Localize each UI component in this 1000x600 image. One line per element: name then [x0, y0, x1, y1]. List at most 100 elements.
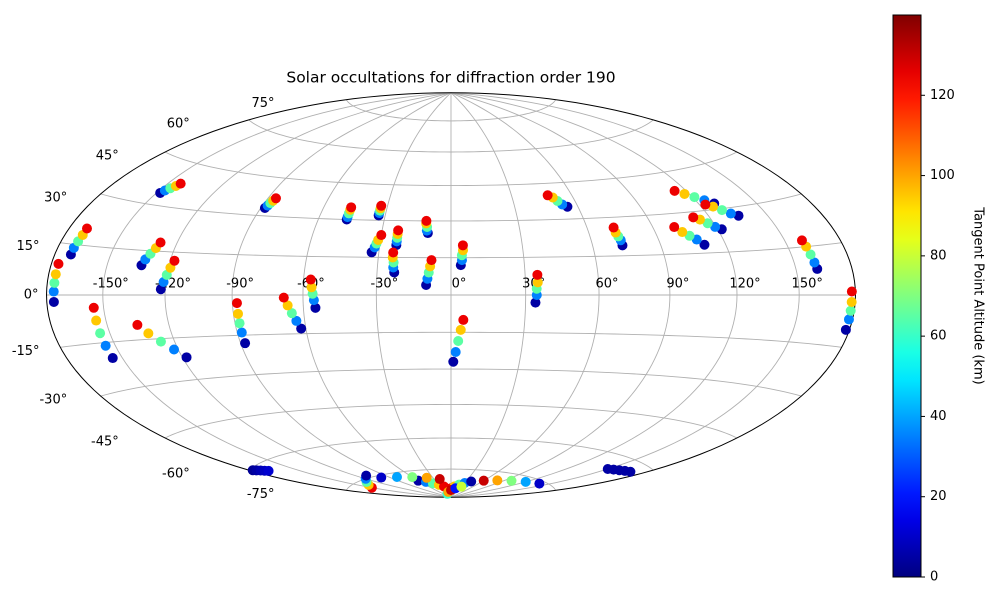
- point: [542, 190, 553, 201]
- point: [291, 315, 302, 326]
- grid-line: [164, 151, 738, 187]
- point: [95, 328, 106, 339]
- point: [450, 347, 461, 358]
- point: [669, 222, 680, 233]
- point: [376, 230, 387, 241]
- colorbar-tick-label: 120: [930, 88, 955, 103]
- point: [532, 277, 543, 288]
- point: [448, 356, 459, 367]
- point: [306, 282, 317, 293]
- y-tick-label: -30°: [39, 393, 67, 408]
- point: [458, 314, 469, 325]
- x-tick-label: -90°: [226, 277, 254, 292]
- x-tick-label: 120°: [729, 277, 760, 292]
- colorbar-axis: 0 20 40 60 80 100 120: [921, 88, 955, 585]
- point: [434, 474, 445, 485]
- grid-line: [345, 99, 557, 122]
- point: [688, 212, 699, 223]
- grid-line: [164, 403, 738, 439]
- colorbar-tick-label: 80: [930, 248, 947, 263]
- point: [346, 202, 357, 213]
- point: [421, 215, 432, 226]
- point: [492, 475, 503, 486]
- x-tick-label: -30°: [370, 277, 398, 292]
- point: [305, 274, 316, 285]
- point: [388, 247, 399, 258]
- point: [393, 225, 404, 236]
- point: [263, 465, 274, 476]
- colorbar-tick-label: 40: [930, 409, 947, 424]
- tick-labels: -150°-120°-90°-60°-30°0°30°60°90°120°150…: [12, 96, 823, 502]
- y-tick-label: -15°: [12, 344, 40, 359]
- point: [361, 470, 372, 481]
- point: [466, 476, 477, 487]
- grid-line: [248, 119, 654, 153]
- point: [809, 257, 820, 268]
- point: [456, 481, 467, 492]
- point: [520, 476, 531, 487]
- colorbar-label: Tangent Point Altitude (km): [971, 206, 986, 384]
- x-tick-label: 60°: [596, 277, 619, 292]
- point: [796, 235, 807, 246]
- point: [843, 314, 854, 325]
- point: [53, 258, 64, 269]
- point: [278, 292, 289, 303]
- point: [608, 222, 619, 233]
- point: [407, 472, 418, 483]
- point: [310, 302, 321, 313]
- grid-line: [100, 193, 802, 222]
- point: [155, 336, 166, 347]
- point: [725, 208, 736, 219]
- point: [169, 255, 180, 266]
- colorbar-tick-label: 20: [930, 489, 947, 504]
- point: [231, 298, 242, 309]
- point: [677, 227, 688, 238]
- grid-line: [60, 242, 842, 259]
- point: [175, 178, 186, 189]
- point: [48, 286, 59, 297]
- grid-line: [60, 331, 842, 348]
- point: [532, 269, 543, 280]
- y-tick-label: 0°: [24, 288, 39, 303]
- y-tick-label: -45°: [91, 435, 119, 450]
- point: [421, 472, 432, 483]
- point: [232, 308, 243, 319]
- colorbar-tick-label: 60: [930, 329, 947, 344]
- point: [805, 249, 816, 260]
- y-tick-label: 60°: [167, 116, 190, 131]
- point: [391, 471, 402, 482]
- point: [506, 475, 517, 486]
- point: [426, 255, 437, 266]
- point: [181, 352, 192, 363]
- point: [702, 218, 713, 229]
- point: [679, 188, 690, 199]
- colorbar: [892, 14, 922, 578]
- point: [132, 319, 143, 330]
- point: [534, 478, 545, 489]
- colorbar-tick-label: 0: [930, 570, 938, 585]
- point: [669, 185, 680, 196]
- point: [700, 199, 711, 210]
- point: [716, 205, 727, 216]
- y-tick-label: 30°: [44, 190, 67, 205]
- point: [478, 475, 489, 486]
- point: [845, 305, 856, 316]
- point: [91, 315, 102, 326]
- chart-title: Solar occultations for diffraction order…: [286, 69, 615, 87]
- point: [296, 323, 307, 334]
- point: [846, 286, 857, 297]
- point: [457, 240, 468, 251]
- point: [625, 466, 636, 477]
- point: [282, 300, 293, 311]
- grid-line: [100, 368, 802, 397]
- y-tick-label: 15°: [17, 239, 40, 254]
- point: [846, 296, 857, 307]
- point: [376, 472, 387, 483]
- point: [234, 318, 245, 329]
- point: [100, 340, 111, 351]
- point: [236, 327, 247, 338]
- y-tick-label: 45°: [96, 149, 119, 164]
- point: [376, 200, 387, 211]
- point: [169, 344, 180, 355]
